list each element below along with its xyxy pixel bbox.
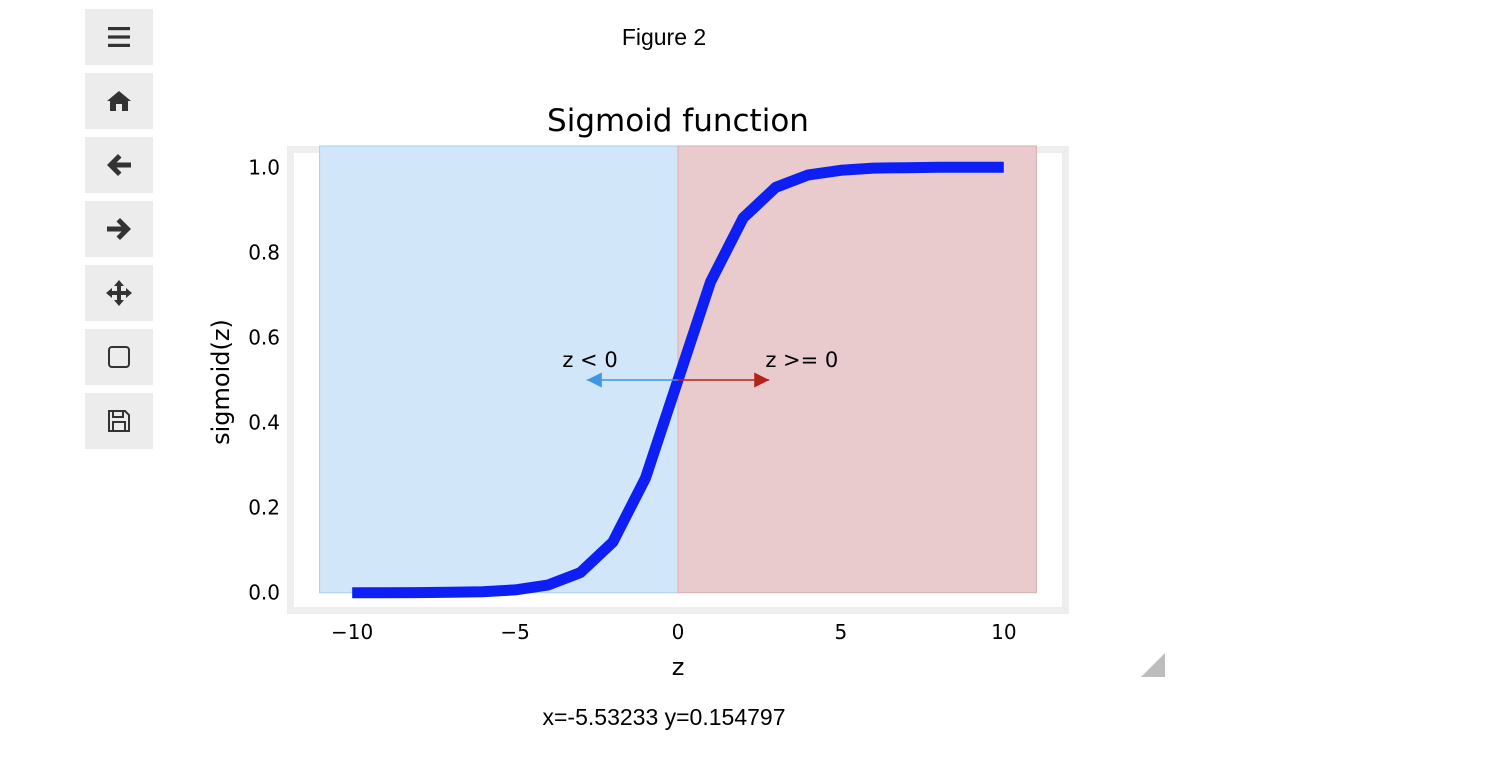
menu-button[interactable]: [85, 9, 153, 65]
y-tick-label: 0.6: [248, 325, 280, 349]
y-tick-label: 0.4: [248, 411, 280, 435]
y-tick-label: 1.0: [248, 155, 280, 179]
annotation-label-1: z >= 0: [765, 348, 838, 372]
home-button[interactable]: [85, 73, 153, 129]
forward-button[interactable]: [85, 201, 153, 257]
y-tick-label: 0.8: [248, 240, 280, 264]
y-tick-label: 0.2: [248, 496, 280, 520]
resize-handle[interactable]: [1141, 653, 1165, 677]
arrow-left-icon: [107, 154, 131, 176]
cursor-coordinates: x=-5.53233 y=0.154797: [542, 704, 786, 730]
figure-title: Figure 2: [621, 24, 707, 50]
chart-title: Sigmoid function: [547, 103, 809, 139]
y-tick-label: 0.0: [248, 581, 280, 605]
x-axis-label: z: [672, 653, 685, 681]
zoom-rect-button[interactable]: [85, 329, 153, 385]
square-icon: [108, 346, 130, 368]
x-tick-label: 10: [991, 620, 1016, 644]
move-arrows-icon: [106, 280, 132, 306]
hamburger-menu-icon: [108, 27, 130, 47]
navigation-toolbar: [85, 9, 153, 457]
shaded-region-1: [677, 145, 1037, 594]
x-tick-label: −5: [500, 620, 529, 644]
back-button[interactable]: [85, 137, 153, 193]
x-tick-label: 5: [835, 620, 848, 644]
annotation-label-0: z < 0: [562, 348, 617, 372]
arrow-right-icon: [107, 218, 131, 240]
shaded-region-0: [319, 145, 679, 594]
pan-button[interactable]: [85, 265, 153, 321]
y-axis-label: sigmoid(z): [207, 319, 235, 445]
sigmoid-chart[interactable]: z < 0 z >= 0 −10 −5 0 5 10 0.0 0.2 0.4 0.6 0.8 1.0 Si…: [0, 0, 1492, 700]
save-button[interactable]: [85, 393, 153, 449]
x-tick-label: 0: [672, 620, 685, 644]
floppy-disk-icon: [108, 410, 130, 432]
home-icon: [107, 91, 131, 111]
x-tick-label: −10: [331, 620, 373, 644]
